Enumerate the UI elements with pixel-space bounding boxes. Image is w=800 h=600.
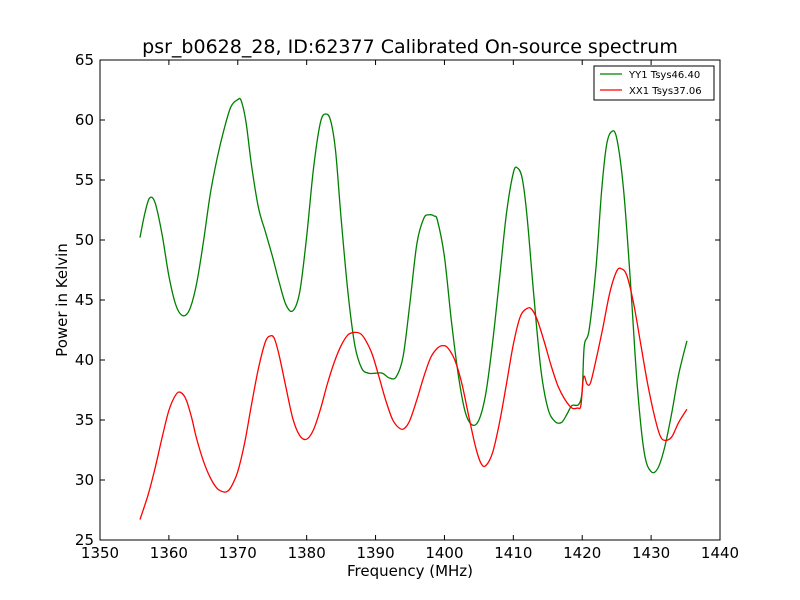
- series-line-xx1: [139, 267, 688, 520]
- y-tick-label: 25: [75, 531, 94, 549]
- x-tick-label: 1440: [701, 544, 739, 562]
- plot-frame: [99, 59, 721, 541]
- tick-layer: 1350 1360 1370 1380 1390 1400 1410 1420 1430 1440…: [75, 51, 739, 562]
- y-tick-label: 55: [75, 171, 94, 189]
- y-tick-label: 65: [75, 51, 94, 69]
- x-tick-label: 1380: [288, 544, 326, 562]
- x-tick-label: 1430: [632, 544, 670, 562]
- x-tick-label: 1410: [494, 544, 532, 562]
- series-line-yy1: [139, 97, 688, 474]
- legend-label-xx1: XX1 Tsys37.06: [629, 86, 702, 97]
- y-tick-label: 40: [75, 351, 94, 369]
- chart-title: psr_b0628_28, ID:62377 Calibrated On-sou…: [142, 36, 678, 58]
- y-tick-label: 60: [75, 111, 94, 129]
- y-tick-label: 35: [75, 411, 94, 429]
- y-tick-label: 45: [75, 291, 94, 309]
- legend-label-yy1: YY1 Tsys46.40: [628, 70, 700, 81]
- x-tick-label: 1360: [150, 544, 188, 562]
- x-tick-label: 1370: [219, 544, 257, 562]
- x-tick-label: 1400: [425, 544, 463, 562]
- x-axis-label: Frequency (MHz): [347, 562, 473, 580]
- x-tick-label: 1390: [356, 544, 394, 562]
- y-tick-label: 30: [75, 471, 94, 489]
- series-layer: [139, 97, 688, 520]
- x-tick-label: 1420: [563, 544, 601, 562]
- x-tick-label: 1350: [81, 544, 119, 562]
- y-tick-label: 50: [75, 231, 94, 249]
- y-axis-label: Power in Kelvin: [53, 243, 71, 357]
- legend-box: [593, 65, 715, 101]
- legend: YY1 Tsys46.40 XX1 Tsys37.06: [593, 65, 715, 101]
